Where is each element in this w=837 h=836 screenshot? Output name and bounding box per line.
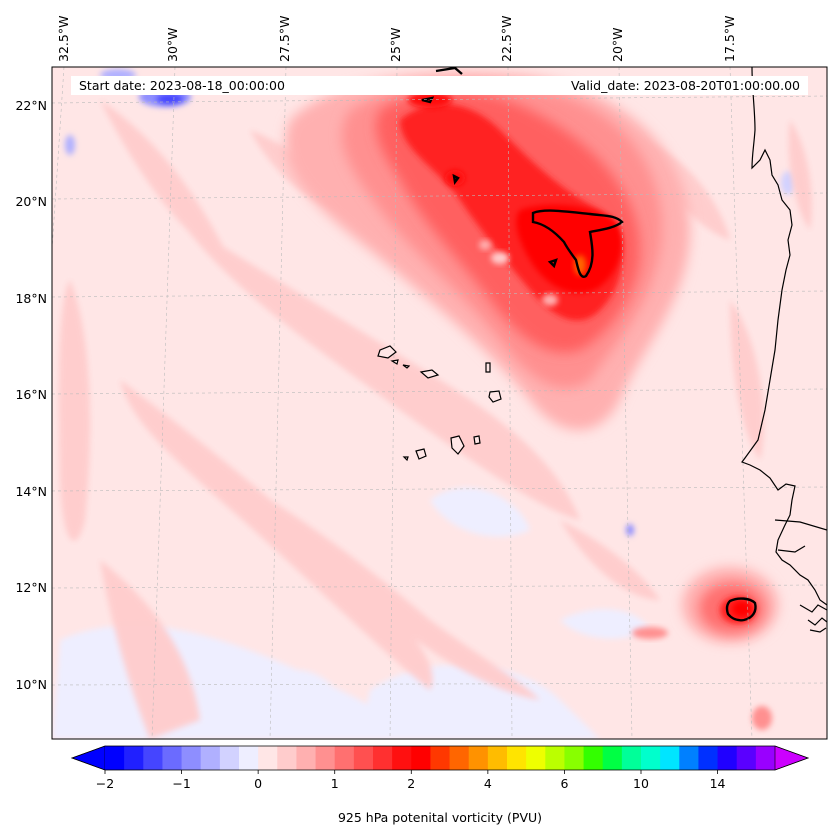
colorbar: −2 −1 0 1 2 4 6 10 14 — [70, 745, 810, 791]
latitude-labels: 22°N 20°N 18°N 16°N 14°N 12°N 10°N — [15, 98, 47, 692]
colorbar-tick-label: −2 — [96, 776, 114, 791]
colorbar-tick-label: 10 — [633, 776, 649, 791]
colorbar-swatch — [430, 746, 451, 770]
colorbar-swatch — [755, 746, 776, 770]
colorbar-swatch — [717, 746, 738, 770]
colorbar-swatch — [296, 746, 317, 770]
map-frame — [51, 66, 828, 740]
colorbar-swatch — [507, 746, 527, 770]
lat-label-18n: 18°N — [15, 291, 47, 306]
colorbar-swatch — [698, 746, 719, 770]
lat-label-16n: 16°N — [15, 387, 47, 402]
pv-maximum-north — [285, 72, 690, 430]
colorbar-swatch — [373, 746, 393, 770]
colorbar-swatch — [602, 746, 623, 770]
colorbar-swatch — [641, 746, 661, 770]
colorbar-swatch — [143, 746, 164, 770]
colorbar-tick-label: 4 — [484, 776, 492, 791]
colorbar-tick-label: 2 — [407, 776, 415, 791]
lon-label-22-5w: 22.5°W — [499, 16, 514, 62]
colorbar-swatch — [564, 746, 585, 770]
pv-maximum-south — [632, 567, 778, 730]
colorbar-swatch — [411, 746, 432, 770]
colorbar-swatch — [124, 746, 144, 770]
colorbar-swatch — [258, 746, 278, 770]
longitude-labels: 32.5°W 30°W 27.5°W 25°W 22.5°W 20°W 17.5… — [56, 16, 737, 62]
colorbar-tick-label: 1 — [331, 776, 339, 791]
lat-label-20n: 20°N — [15, 194, 47, 209]
colorbar-swatch — [334, 746, 355, 770]
colorbar-swatch — [526, 746, 546, 770]
colorbar-swatch — [219, 746, 240, 770]
start-date-label: Start date: 2023-08-18_00:00:00 — [79, 78, 285, 93]
colorbar-swatch — [468, 746, 489, 770]
colorbar-swatch — [679, 746, 700, 770]
colorbar-swatch — [736, 746, 757, 770]
lat-label-10n: 10°N — [15, 677, 47, 692]
annotation-background — [71, 76, 808, 95]
colorbar-tick-label: 0 — [254, 776, 262, 791]
colorbar-swatch — [181, 746, 202, 770]
pv-contour-north — [421, 67, 624, 278]
colorbar-swatch — [449, 746, 470, 770]
pv-contour-south — [725, 597, 757, 622]
lat-label-14n: 14°N — [15, 484, 47, 499]
colorbar-tick-label: 14 — [710, 776, 726, 791]
colorbar-swatch — [660, 746, 680, 770]
lon-label-30w: 30°W — [165, 27, 180, 62]
lat-label-12n: 12°N — [15, 580, 47, 595]
lon-label-25w: 25°W — [388, 27, 403, 62]
lat-label-22n: 22°N — [15, 98, 47, 113]
colorbar-under-arrow — [71, 745, 106, 771]
lon-label-27-5w: 27.5°W — [277, 16, 292, 62]
cape-verde-islands — [377, 345, 502, 462]
graticule — [52, 67, 827, 739]
colorbar-swatch — [162, 746, 183, 770]
colorbar-swatch — [545, 746, 566, 770]
colorbar-swatch — [621, 746, 642, 770]
valid-date-label: Valid_date: 2023-08-20T01:00:00.00 — [571, 78, 800, 93]
lon-label-20w: 20°W — [610, 27, 625, 62]
colorbar-swatch — [200, 746, 221, 770]
colorbar-swatch — [583, 746, 604, 770]
african-coastline — [741, 67, 827, 633]
colorbar-label: 925 hPa potenital vorticity (PVU) — [338, 810, 542, 825]
colorbar-swatch — [315, 746, 336, 770]
colorbar-over-arrow — [774, 745, 809, 771]
colorbar-tick-label: 6 — [560, 776, 568, 791]
lon-label-17-5w: 17.5°W — [722, 16, 737, 62]
colorbar-swatch — [392, 746, 412, 770]
colorbar-swatch — [277, 746, 298, 770]
colorbar-tick-label: −1 — [172, 776, 190, 791]
colorbar-swatch — [353, 746, 374, 770]
colorbar-swatch — [239, 746, 259, 770]
colorbar-swatch — [487, 746, 508, 770]
lon-label-32-5w: 32.5°W — [56, 16, 71, 62]
colorbar-swatch — [105, 746, 125, 770]
map-panel — [52, 67, 827, 739]
